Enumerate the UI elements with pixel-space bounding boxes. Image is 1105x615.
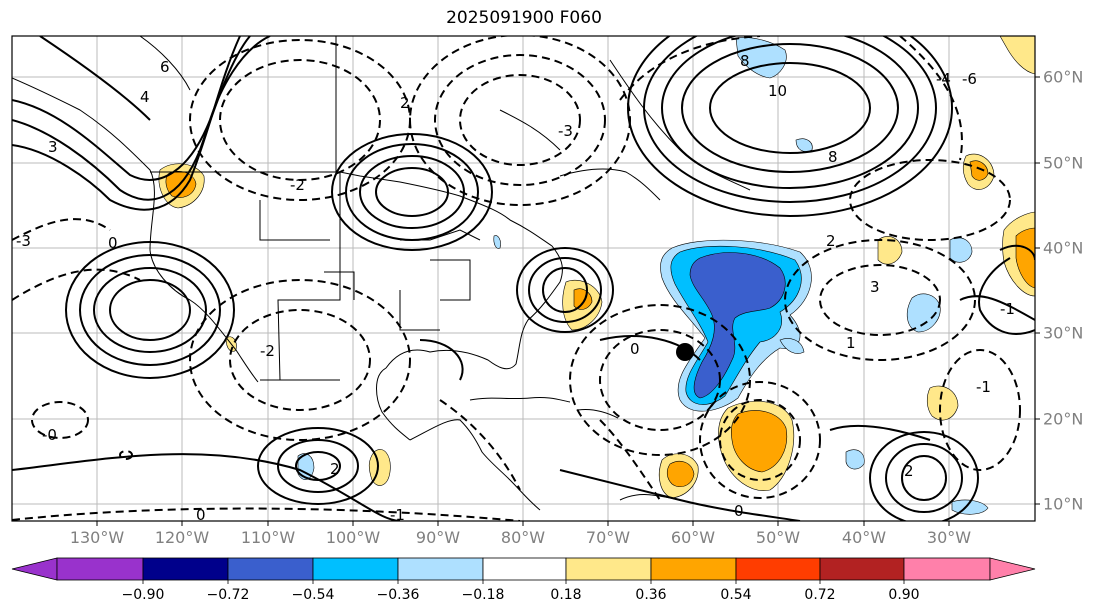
contour-label: 3: [870, 278, 880, 296]
contours-dashed: [12, 36, 1021, 521]
colorbar-tick-label: −0.36: [376, 587, 420, 603]
lon-label: 70°W: [585, 528, 631, 547]
contour-label: 2: [904, 462, 914, 480]
storm-position-marker: [676, 343, 694, 361]
lat-label: 50°N: [1043, 153, 1084, 173]
contour-label: -1: [1000, 300, 1015, 318]
lon-label: 110°W: [240, 528, 296, 547]
contour-label: -2: [260, 342, 275, 360]
colorbar-extend-low: [11, 557, 58, 581]
contour-label: 2: [400, 94, 410, 112]
colorbar-tick-label: −0.18: [461, 587, 505, 603]
lon-label: 50°W: [755, 528, 801, 547]
contour-label: -2: [290, 176, 305, 194]
colorbar-extend-high: [989, 557, 1036, 581]
lon-label: 100°W: [325, 528, 381, 547]
contour-label: 8: [828, 148, 838, 166]
colorbar-tick-label: 0.72: [804, 587, 836, 603]
lon-label: 90°W: [415, 528, 461, 547]
colorbar-tick-label: −0.72: [206, 587, 250, 603]
contour-label: 0: [630, 340, 640, 358]
contour-label: -1: [976, 378, 991, 396]
contour-label: 0: [196, 506, 206, 524]
contour-label: 4: [140, 88, 150, 106]
high-central-us: [375, 167, 449, 217]
contour-label: 10: [768, 82, 787, 100]
lat-label: 60°N: [1043, 67, 1084, 87]
colorbar-tick-label: 0.90: [888, 587, 920, 603]
high-west-pacific: [109, 279, 191, 341]
contour-label: -6: [962, 70, 977, 88]
contour-label: -0: [42, 426, 57, 444]
lon-label: 80°W: [500, 528, 546, 547]
lat-label: 30°N: [1043, 323, 1084, 343]
colorbar: [11, 557, 1036, 584]
lon-label: 60°W: [670, 528, 716, 547]
negative-anomaly-strong: [689, 252, 786, 399]
lat-label: 10°N: [1043, 494, 1084, 514]
colorbar-tick-label: 0.54: [720, 587, 752, 603]
lon-label: 40°W: [841, 528, 887, 547]
high-atlantic: [709, 62, 871, 154]
contour-label: -3: [558, 122, 573, 140]
lon-label: 30°W: [926, 528, 972, 547]
contour-label: 0: [734, 502, 744, 520]
contour-label: 2: [826, 232, 836, 250]
colorbar-tick-label: −0.54: [291, 587, 335, 603]
contour-label: 8: [740, 52, 750, 70]
map-title: 2025091900 F060: [446, 8, 602, 28]
contour-label: -3: [16, 232, 31, 250]
contour-label: 0: [108, 234, 118, 252]
lon-label: 130°W: [69, 528, 125, 547]
contour-label: -4: [936, 70, 951, 88]
colorbar-tick-label: 0.18: [550, 587, 582, 603]
lon-label: 120°W: [154, 528, 210, 547]
contour-label: -1: [390, 506, 405, 524]
contour-label-group: 6 4 3 0 -3 -2 2 8 10 8 -1 1 -0 0 -1 0 3 …: [16, 52, 1015, 524]
colorbar-tick-label: 0.36: [635, 587, 667, 603]
lat-label: 40°N: [1043, 238, 1084, 258]
contour-label: 6: [160, 58, 170, 76]
contour-label: 2: [330, 460, 340, 478]
colorbar-tick-label: −0.90: [121, 587, 165, 603]
contour-label: 1: [846, 334, 856, 352]
contour-label: 3: [48, 138, 58, 156]
contours: [12, 36, 1035, 521]
lat-label: 20°N: [1043, 409, 1084, 429]
